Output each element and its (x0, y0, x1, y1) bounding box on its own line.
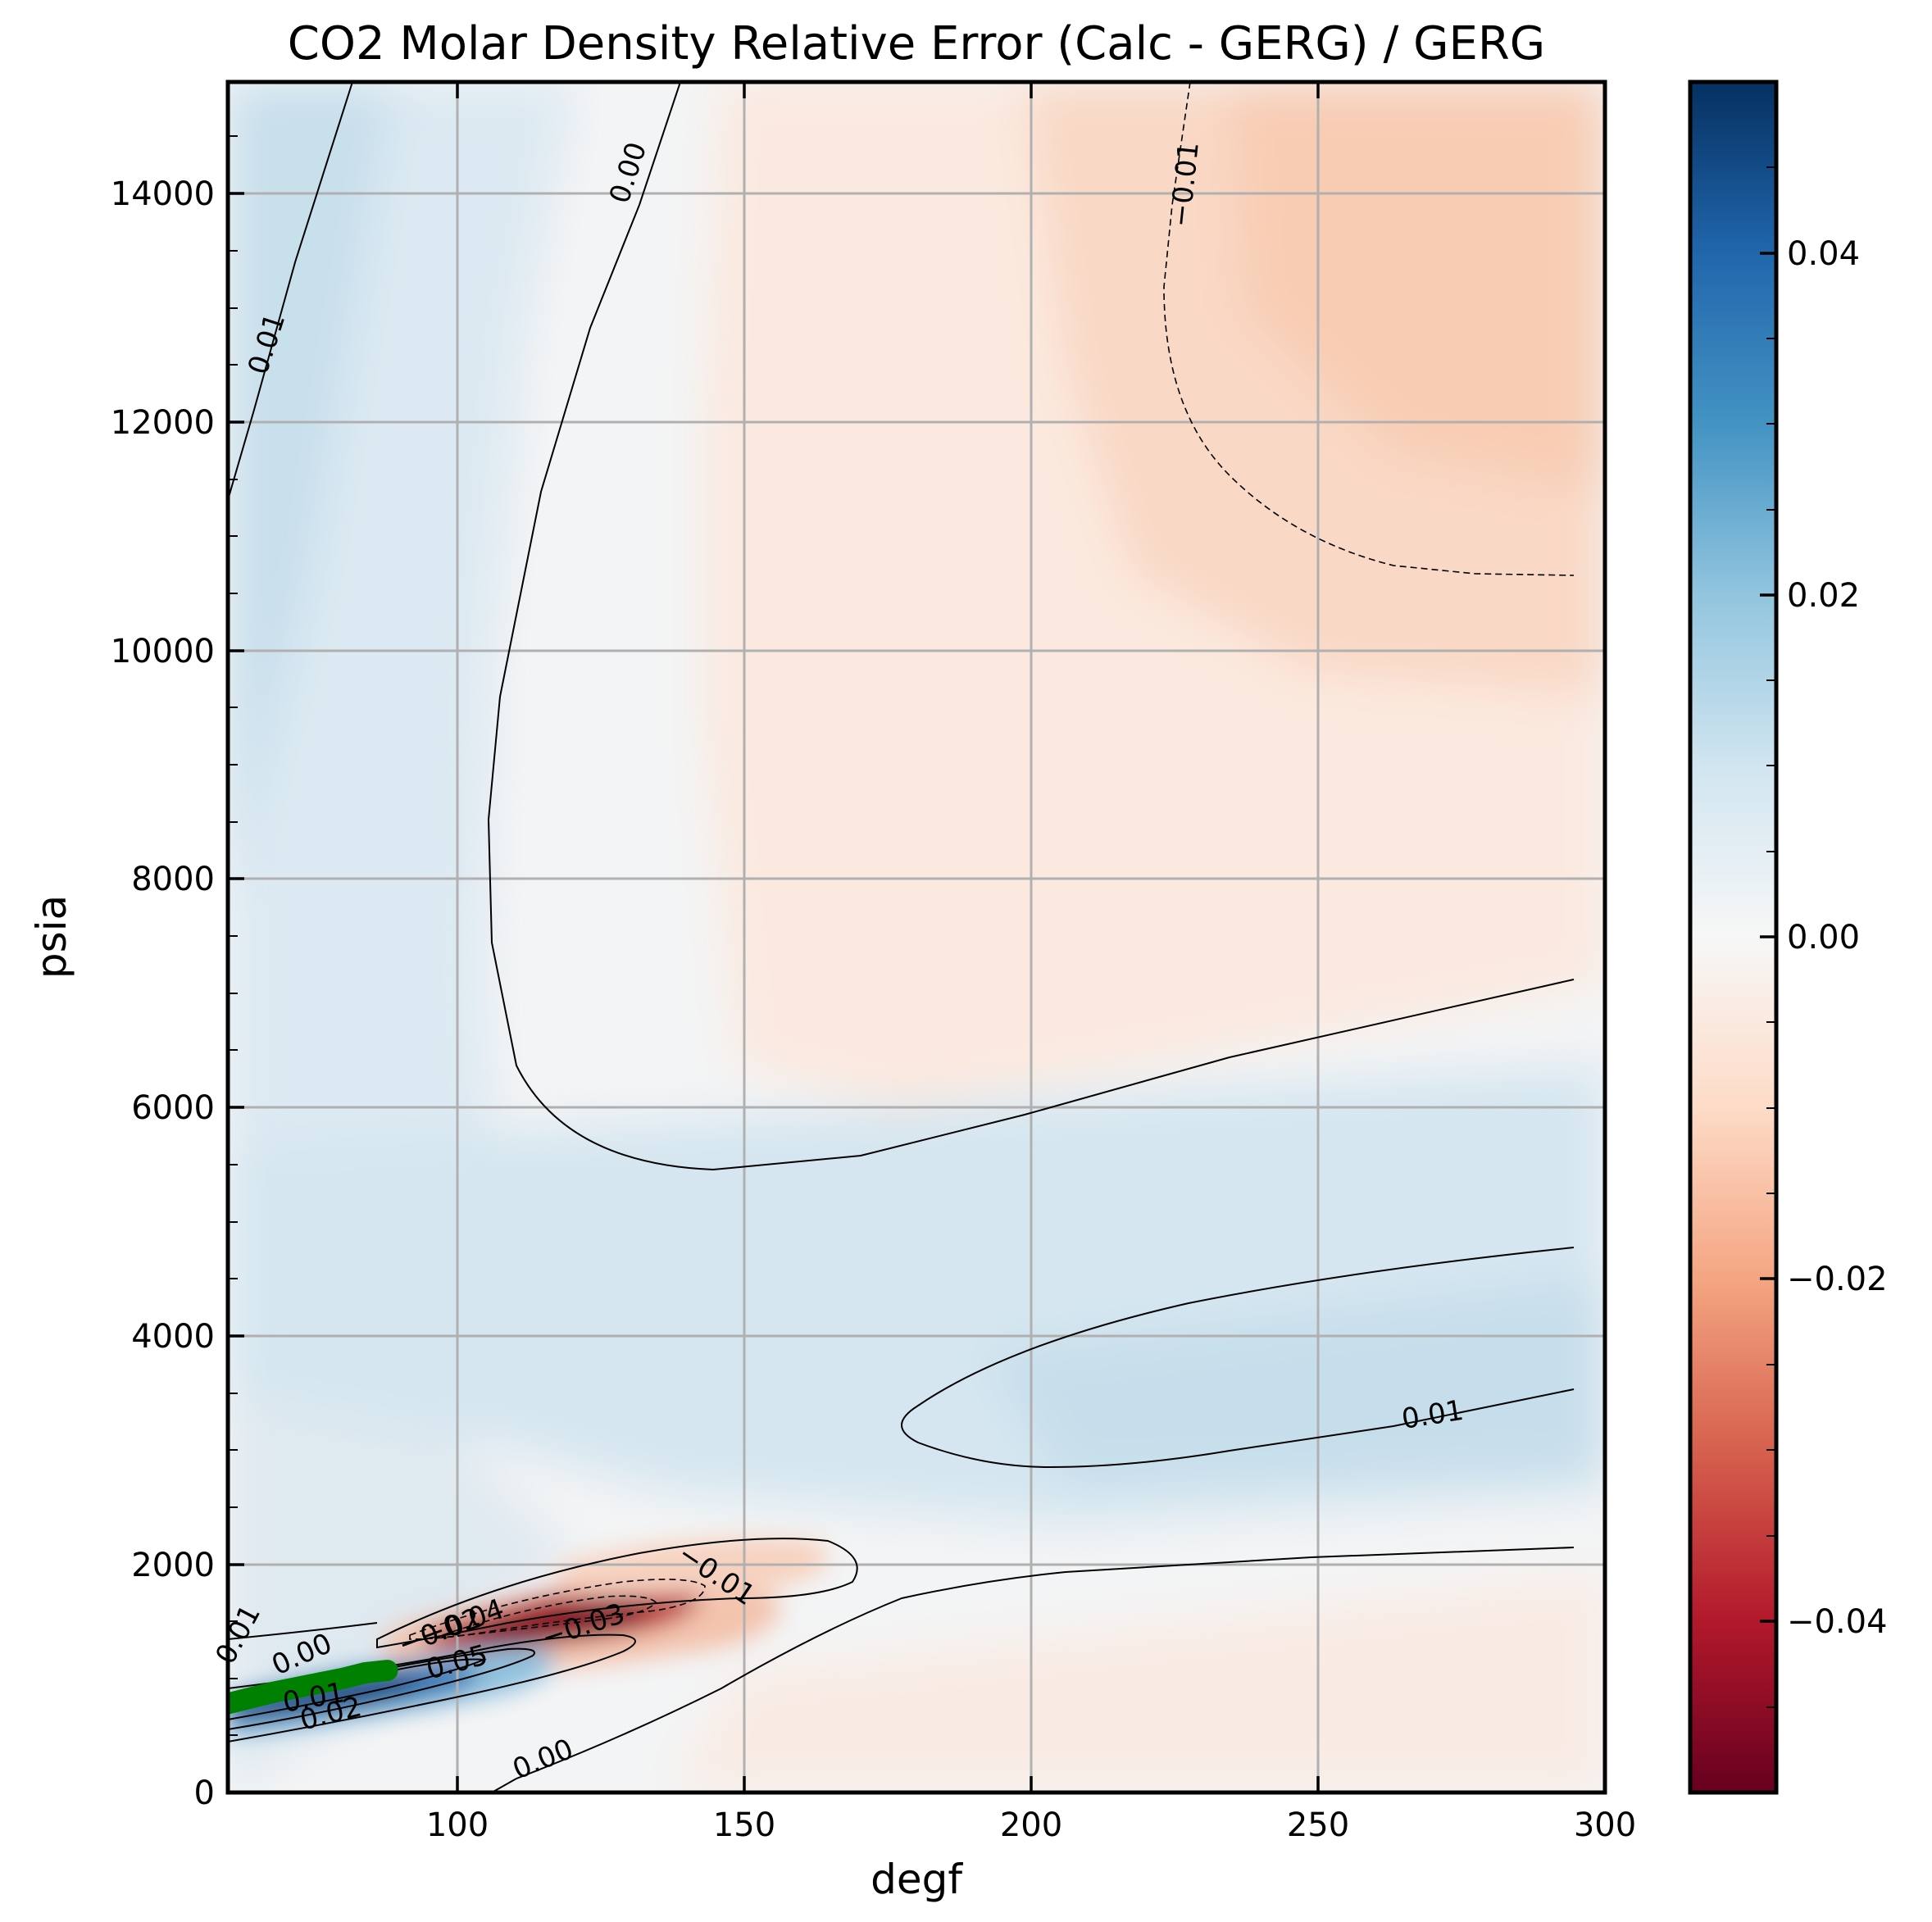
grid (228, 82, 1605, 1793)
contour-0.00-lower-right (516, 1547, 1575, 1779)
colorbar-minor-ticks (1766, 166, 1776, 1708)
saturation-curve-line (228, 1660, 398, 1715)
contour-0.01-lower-left (228, 1633, 636, 1743)
y-axis-title: psia (28, 895, 75, 979)
x-axis-title: degf (871, 1856, 963, 1903)
contour-0.00-upper (487, 82, 1575, 1171)
chart-title: CO2 Molar Density Relative Error (Calc -… (288, 17, 1545, 70)
colorbar-tick-label-0.02: 0.02 (1787, 577, 1860, 615)
y-tick-label-10000: 10000 (111, 633, 215, 670)
contour-0.01-mid-right (901, 1247, 1575, 1469)
colorbar-tick-label-0.04: 0.04 (1787, 235, 1860, 273)
x-tick-labels: 100 150 200 250 300 (426, 1806, 1636, 1844)
y-minor-ticks (228, 135, 238, 1736)
x-tick-label-150: 150 (713, 1806, 775, 1844)
y-axis (228, 192, 244, 1794)
y-tick-label-0: 0 (194, 1774, 215, 1812)
x-tick-label-200: 200 (1000, 1806, 1062, 1844)
x-tick-label-250: 250 (1287, 1806, 1349, 1844)
colorbar-tick-label-minus0.02: −0.02 (1787, 1261, 1888, 1298)
heatmap (228, 82, 1605, 1793)
y-tick-label-6000: 6000 (131, 1089, 215, 1127)
contour-minus0.03-lens (442, 1595, 657, 1638)
saturation-curve (228, 1660, 398, 1715)
y-tick-label-4000: 4000 (131, 1318, 215, 1356)
colorbar-tick-label-minus0.04: −0.04 (1787, 1603, 1888, 1641)
colorbar-tick-label-0.00: 0.00 (1787, 919, 1860, 956)
y-tick-label-14000: 14000 (111, 175, 215, 213)
contour-minus0.02-lens (409, 1579, 706, 1640)
contour-0.01-upper-left (228, 82, 353, 501)
y-tick-label-8000: 8000 (131, 861, 215, 898)
plot-frame (225, 80, 1607, 1795)
y-tick-label-2000: 2000 (131, 1547, 215, 1584)
y-tick-labels: 0 2000 4000 6000 8000 10000 12000 14000 (111, 175, 215, 1812)
contour-minus0.01-upper-right (1163, 82, 1575, 576)
contour-minus0.01-lens (376, 1538, 858, 1649)
colorbar-ticks (1760, 252, 1776, 1623)
colorbar: −0.04 −0.02 0.00 0.02 0.04 (1688, 80, 1888, 1795)
contour-0.00-bottom (491, 1778, 517, 1793)
y-tick-label-12000: 12000 (111, 404, 215, 442)
x-axis (456, 82, 1607, 1793)
x-tick-label-300: 300 (1574, 1806, 1636, 1844)
x-tick-label-100: 100 (426, 1806, 489, 1844)
contour-0.00-lower-left (228, 1622, 378, 1640)
